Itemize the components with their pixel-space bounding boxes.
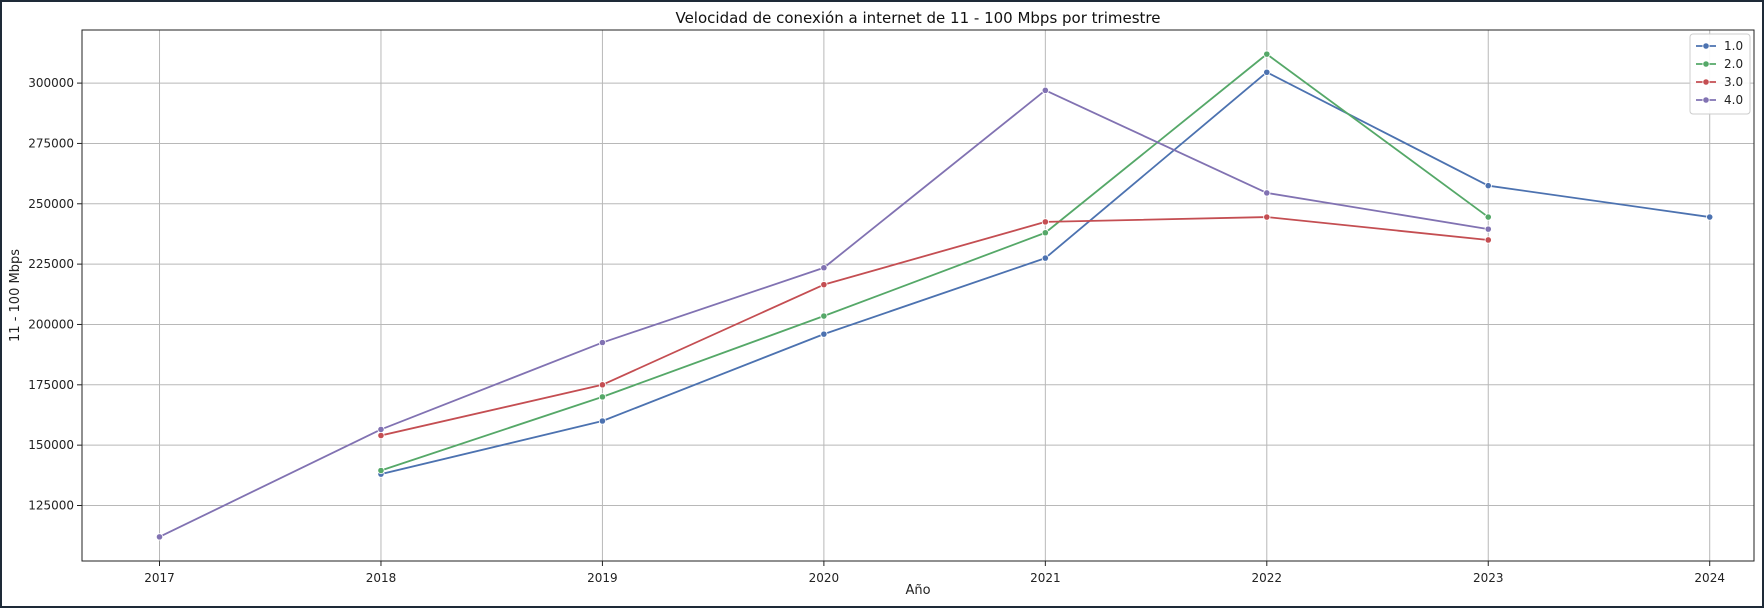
data-point <box>1263 189 1271 197</box>
y-tick-label: 125000 <box>28 498 74 512</box>
legend-item: 3.0 <box>1696 75 1743 89</box>
data-point <box>1041 254 1049 262</box>
plot-area <box>81 29 1755 562</box>
y-tick-label: 200000 <box>28 317 74 331</box>
legend-label: 4.0 <box>1724 93 1743 107</box>
legend: 1.0 2.0 3.0 4.0 <box>1689 33 1751 115</box>
data-point <box>1706 213 1714 221</box>
legend-box <box>1689 33 1751 115</box>
x-tick-label: 2018 <box>366 571 397 585</box>
y-tick-label: 225000 <box>28 257 74 271</box>
x-tick-label: 2019 <box>587 571 618 585</box>
data-point <box>377 431 385 440</box>
x-tick-label: 2022 <box>1252 571 1283 585</box>
data-point <box>1041 218 1049 226</box>
data-point <box>155 533 164 541</box>
legend-marker <box>1702 42 1710 50</box>
data-point <box>598 417 607 425</box>
legend-marker <box>1702 78 1710 86</box>
series-line <box>380 216 1489 437</box>
y-axis: 125000 150000 175000 200000 225000 250000 2750… <box>28 76 82 512</box>
legend-item: 2.0 <box>1696 57 1743 71</box>
data-point <box>598 338 607 347</box>
data-point <box>1263 68 1271 76</box>
legend-marker <box>1702 60 1710 68</box>
data-point <box>377 425 385 434</box>
x-tick-label: 2020 <box>809 571 840 585</box>
chart-title: Velocidad de conexión a internet de 11 -… <box>675 9 1160 27</box>
data-point <box>598 393 607 401</box>
series-group <box>155 50 1714 541</box>
legend-label: 2.0 <box>1724 57 1743 71</box>
y-tick-label: 175000 <box>28 378 74 392</box>
y-tick-label: 300000 <box>28 76 74 90</box>
x-tick-label: 2023 <box>1473 571 1504 585</box>
x-tick-label: 2017 <box>144 571 175 585</box>
data-point <box>1484 225 1492 233</box>
series-4.0 <box>155 86 1492 541</box>
data-point <box>1041 229 1049 237</box>
y-tick-label: 150000 <box>28 438 74 452</box>
legend-item: 4.0 <box>1696 93 1743 107</box>
y-axis-title: 11 - 100 Mbps <box>8 249 23 342</box>
data-point <box>1041 86 1049 94</box>
series-3.0 <box>377 213 1492 440</box>
grid <box>82 30 1754 561</box>
x-tick-label: 2021 <box>1030 571 1061 585</box>
legend-label: 1.0 <box>1724 39 1743 53</box>
series-2.0 <box>377 50 1492 475</box>
legend-item: 1.0 <box>1696 39 1743 53</box>
legend-marker <box>1702 96 1710 104</box>
data-point <box>820 281 828 289</box>
data-point <box>598 381 607 389</box>
x-axis: 2017 2018 2019 2020 2021 2022 2023 2024 <box>144 561 1725 585</box>
x-axis-title: Año <box>905 583 930 598</box>
data-point <box>820 312 828 320</box>
data-point <box>1263 50 1271 58</box>
data-point <box>820 264 828 272</box>
data-point <box>820 330 828 338</box>
y-tick-label: 250000 <box>28 197 74 211</box>
data-point <box>1484 182 1492 190</box>
data-point <box>1484 236 1492 244</box>
legend-label: 3.0 <box>1724 75 1743 89</box>
data-point <box>1484 213 1492 221</box>
y-tick-label: 275000 <box>28 136 74 150</box>
data-point <box>1263 213 1271 221</box>
series-line <box>380 53 1489 472</box>
x-tick-label: 2024 <box>1694 571 1725 585</box>
data-point <box>377 466 385 475</box>
